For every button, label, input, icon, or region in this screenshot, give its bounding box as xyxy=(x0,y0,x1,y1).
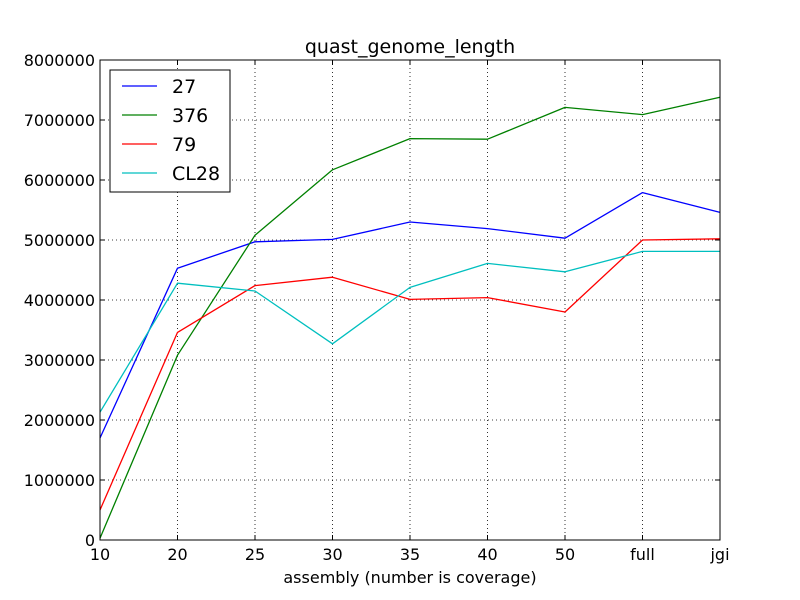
x-tick-label: 50 xyxy=(555,545,575,564)
y-tick-label: 3000000 xyxy=(24,351,95,370)
y-tick-label: 1000000 xyxy=(24,471,95,490)
x-tick-label: 40 xyxy=(477,545,497,564)
y-tick-labels: 0 1000000 2000000 3000000 4000000 5000000 6000… xyxy=(24,51,95,550)
data-point-cl28 xyxy=(642,250,643,252)
x-tick-labels: 10 20 25 30 35 40 50 full jgi xyxy=(90,545,730,564)
data-point-cl28 xyxy=(254,290,256,292)
data-point-376 xyxy=(332,169,333,171)
data-point-27 xyxy=(409,221,411,223)
x-tick-label: 20 xyxy=(167,545,187,564)
x-tick-label: full xyxy=(630,545,655,564)
x-tick-label: 30 xyxy=(322,545,342,564)
legend-box xyxy=(109,69,231,193)
legend-label: CL28 xyxy=(172,163,220,185)
data-point-79 xyxy=(332,276,333,278)
data-point-cl28 xyxy=(564,271,566,273)
data-point-376 xyxy=(177,354,178,356)
y-tick-label: 8000000 xyxy=(24,51,95,70)
data-point-376 xyxy=(254,234,256,236)
data-point-376 xyxy=(642,114,643,116)
data-point-79 xyxy=(177,331,178,333)
data-point-79 xyxy=(409,298,411,300)
grid xyxy=(100,60,720,540)
chart-title: quast_genome_length xyxy=(305,36,515,58)
legend-label: 376 xyxy=(172,105,208,127)
data-point-79 xyxy=(254,285,256,287)
data-point-376 xyxy=(487,138,488,140)
x-tick-label: 35 xyxy=(400,545,420,564)
x-tick-label: jgi xyxy=(709,545,729,564)
data-point-79 xyxy=(487,297,488,299)
y-tick-label: 7000000 xyxy=(24,111,95,130)
y-tick-label: 6000000 xyxy=(24,171,95,190)
y-tick-label: 4000000 xyxy=(24,291,95,310)
y-tick-label: 5000000 xyxy=(24,231,95,250)
x-tick-label: 10 xyxy=(90,545,110,564)
data-point-27 xyxy=(564,237,566,239)
y-tick-label: 2000000 xyxy=(24,411,95,430)
data-point-79 xyxy=(564,311,566,313)
legend-label: 79 xyxy=(172,134,196,156)
data-point-27 xyxy=(642,192,643,194)
data-point-cl28 xyxy=(332,343,333,345)
axis-ticks xyxy=(99,59,721,541)
data-point-376 xyxy=(564,106,566,108)
data-point-27 xyxy=(177,267,178,269)
y-tick-label: 0 xyxy=(85,531,95,550)
legend-label: 27 xyxy=(172,76,196,98)
data-point-cl28 xyxy=(409,286,411,288)
series-lines xyxy=(99,96,721,539)
data-point-cl28 xyxy=(487,262,488,264)
data-point-27 xyxy=(254,241,256,243)
x-axis-label: assembly (number is coverage) xyxy=(283,568,536,587)
data-point-27 xyxy=(487,228,488,230)
data-point-376 xyxy=(409,138,411,140)
data-point-cl28 xyxy=(177,282,178,284)
data-point-79 xyxy=(642,239,643,241)
data-point-27 xyxy=(332,238,333,240)
legend: 27 376 79 CL28 xyxy=(109,69,231,193)
x-tick-label: 25 xyxy=(245,545,265,564)
